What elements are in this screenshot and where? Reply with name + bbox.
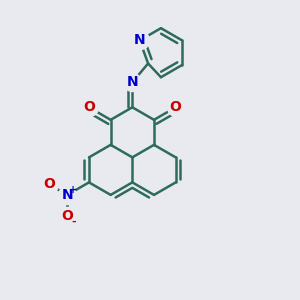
Text: -: - xyxy=(71,217,76,226)
Text: O: O xyxy=(61,209,73,223)
Text: N: N xyxy=(61,188,73,202)
Text: O: O xyxy=(43,177,55,191)
Text: O: O xyxy=(83,100,95,114)
Text: O: O xyxy=(170,100,182,114)
Text: N: N xyxy=(127,75,138,89)
Text: N: N xyxy=(134,33,146,47)
Text: +: + xyxy=(68,184,77,195)
